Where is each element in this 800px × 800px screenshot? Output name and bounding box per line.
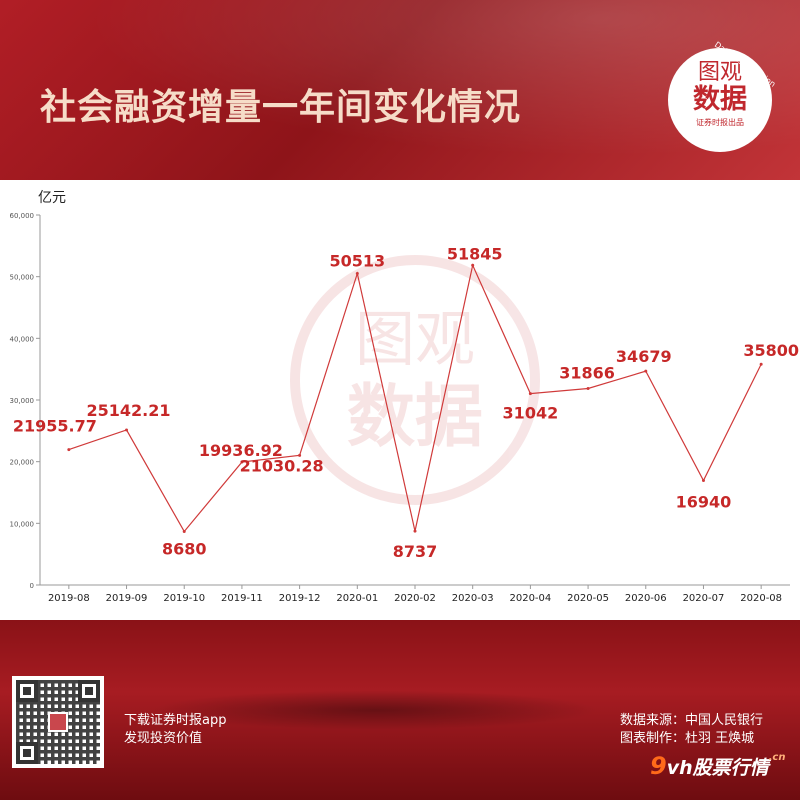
y-tick-label: 40,000	[10, 335, 35, 343]
x-tick-label: 2020-01	[336, 593, 378, 604]
y-tick-label: 30,000	[10, 397, 35, 405]
data-label: 8737	[393, 542, 438, 561]
y-tick-label: 10,000	[10, 520, 35, 528]
watermark-cn: .cn	[768, 752, 786, 763]
qr-eye-icon	[16, 742, 38, 764]
y-tick-label: 0	[30, 582, 34, 590]
x-tick-label: 2020-04	[509, 593, 551, 604]
qr-logo-icon	[48, 712, 68, 732]
data-source: 数据来源：中国人民银行	[620, 713, 764, 728]
data-label: 25142.21	[87, 401, 171, 420]
data-label: 31042	[503, 404, 559, 423]
y-tick-label: 50,000	[10, 274, 35, 282]
x-tick-label: 2020-08	[740, 593, 782, 604]
header-banner: 社会融资增量一年间变化情况 图观 数据 证券时报出品 Data Visualiz…	[0, 0, 800, 180]
watermark-logo: 图观 数据	[290, 255, 540, 505]
site-watermark: 9vh股票行情.cn	[650, 752, 785, 780]
data-label: 19936.92	[199, 441, 283, 460]
data-point[interactable]	[298, 453, 302, 457]
app-promo-line1: 下载证券时报app	[124, 713, 227, 728]
logo-mid-text: 数据	[693, 84, 747, 115]
data-point[interactable]	[528, 392, 532, 396]
x-tick-label: 2020-07	[683, 593, 725, 604]
y-tick-label: 60,000	[10, 212, 35, 220]
data-label: 34679	[616, 347, 672, 366]
watermark-mid-text: 数据	[347, 378, 483, 457]
data-label: 21955.77	[13, 417, 97, 436]
data-point[interactable]	[471, 263, 475, 267]
x-tick-label: 2020-06	[625, 593, 667, 604]
credits: 数据来源：中国人民银行 图表制作：杜羽 王焕城	[620, 712, 763, 748]
watermark-top-text: 图观	[355, 305, 475, 375]
qr-eye-icon	[16, 680, 38, 702]
logo-top-text: 图观	[697, 60, 742, 85]
data-point[interactable]	[759, 362, 763, 366]
watermark-brand-text: vh股票行情	[666, 757, 769, 779]
data-label: 8680	[162, 539, 207, 558]
qr-eye-icon	[78, 680, 100, 702]
data-point[interactable]	[67, 448, 71, 452]
x-tick-label: 2019-09	[106, 593, 148, 604]
line-chart: 图观 数据 亿元 0 10,000 20,000 30,000 40,000 50,000 6…	[10, 190, 799, 604]
chart-author: 图表制作：杜羽 王焕城	[620, 731, 755, 746]
brand-logo: 图观 数据 证券时报出品	[668, 48, 772, 152]
app-promo-line2: 发现投资价值	[124, 731, 203, 746]
data-label: 16940	[676, 493, 732, 512]
data-label: 31866	[559, 363, 615, 382]
data-label: 51845	[447, 244, 503, 263]
x-tick-label: 2019-10	[163, 593, 205, 604]
x-tick-label: 2020-03	[452, 593, 494, 604]
data-point[interactable]	[182, 529, 186, 533]
app-promo: 下载证券时报app 发现投资价值	[124, 712, 226, 748]
data-point[interactable]	[125, 428, 129, 432]
footer-banner: 下载证券时报app 发现投资价值 数据来源：中国人民银行 图表制作：杜羽 王焕城	[0, 620, 800, 800]
logo-bottom-text: 证券时报出品	[696, 118, 744, 127]
watermark-nine: 9	[650, 752, 667, 780]
page-title: 社会融资增量一年间变化情况	[40, 87, 522, 128]
data-point[interactable]	[240, 460, 244, 464]
x-tick-label: 2019-11	[221, 593, 263, 604]
x-tick-label: 2020-05	[567, 593, 609, 604]
qr-pattern	[16, 680, 100, 764]
data-point[interactable]	[586, 386, 590, 390]
chart-area: 图观 数据 亿元 0 10,000 20,000 30,000 40,000 50,000 6…	[0, 180, 800, 620]
y-tick-label: 20,000	[10, 459, 35, 467]
data-label: 50513	[329, 252, 385, 271]
qr-code[interactable]	[12, 676, 104, 768]
data-point[interactable]	[644, 369, 648, 373]
x-tick-label: 2019-12	[279, 593, 321, 604]
data-label: 35800	[743, 341, 799, 360]
data-point[interactable]	[355, 272, 359, 276]
data-point[interactable]	[701, 479, 705, 483]
data-point[interactable]	[413, 529, 417, 533]
data-label: 21030.28	[240, 456, 324, 475]
y-axis-label: 亿元	[38, 190, 66, 206]
x-tick-label: 2019-08	[48, 593, 90, 604]
x-tick-label: 2020-02	[394, 593, 436, 604]
